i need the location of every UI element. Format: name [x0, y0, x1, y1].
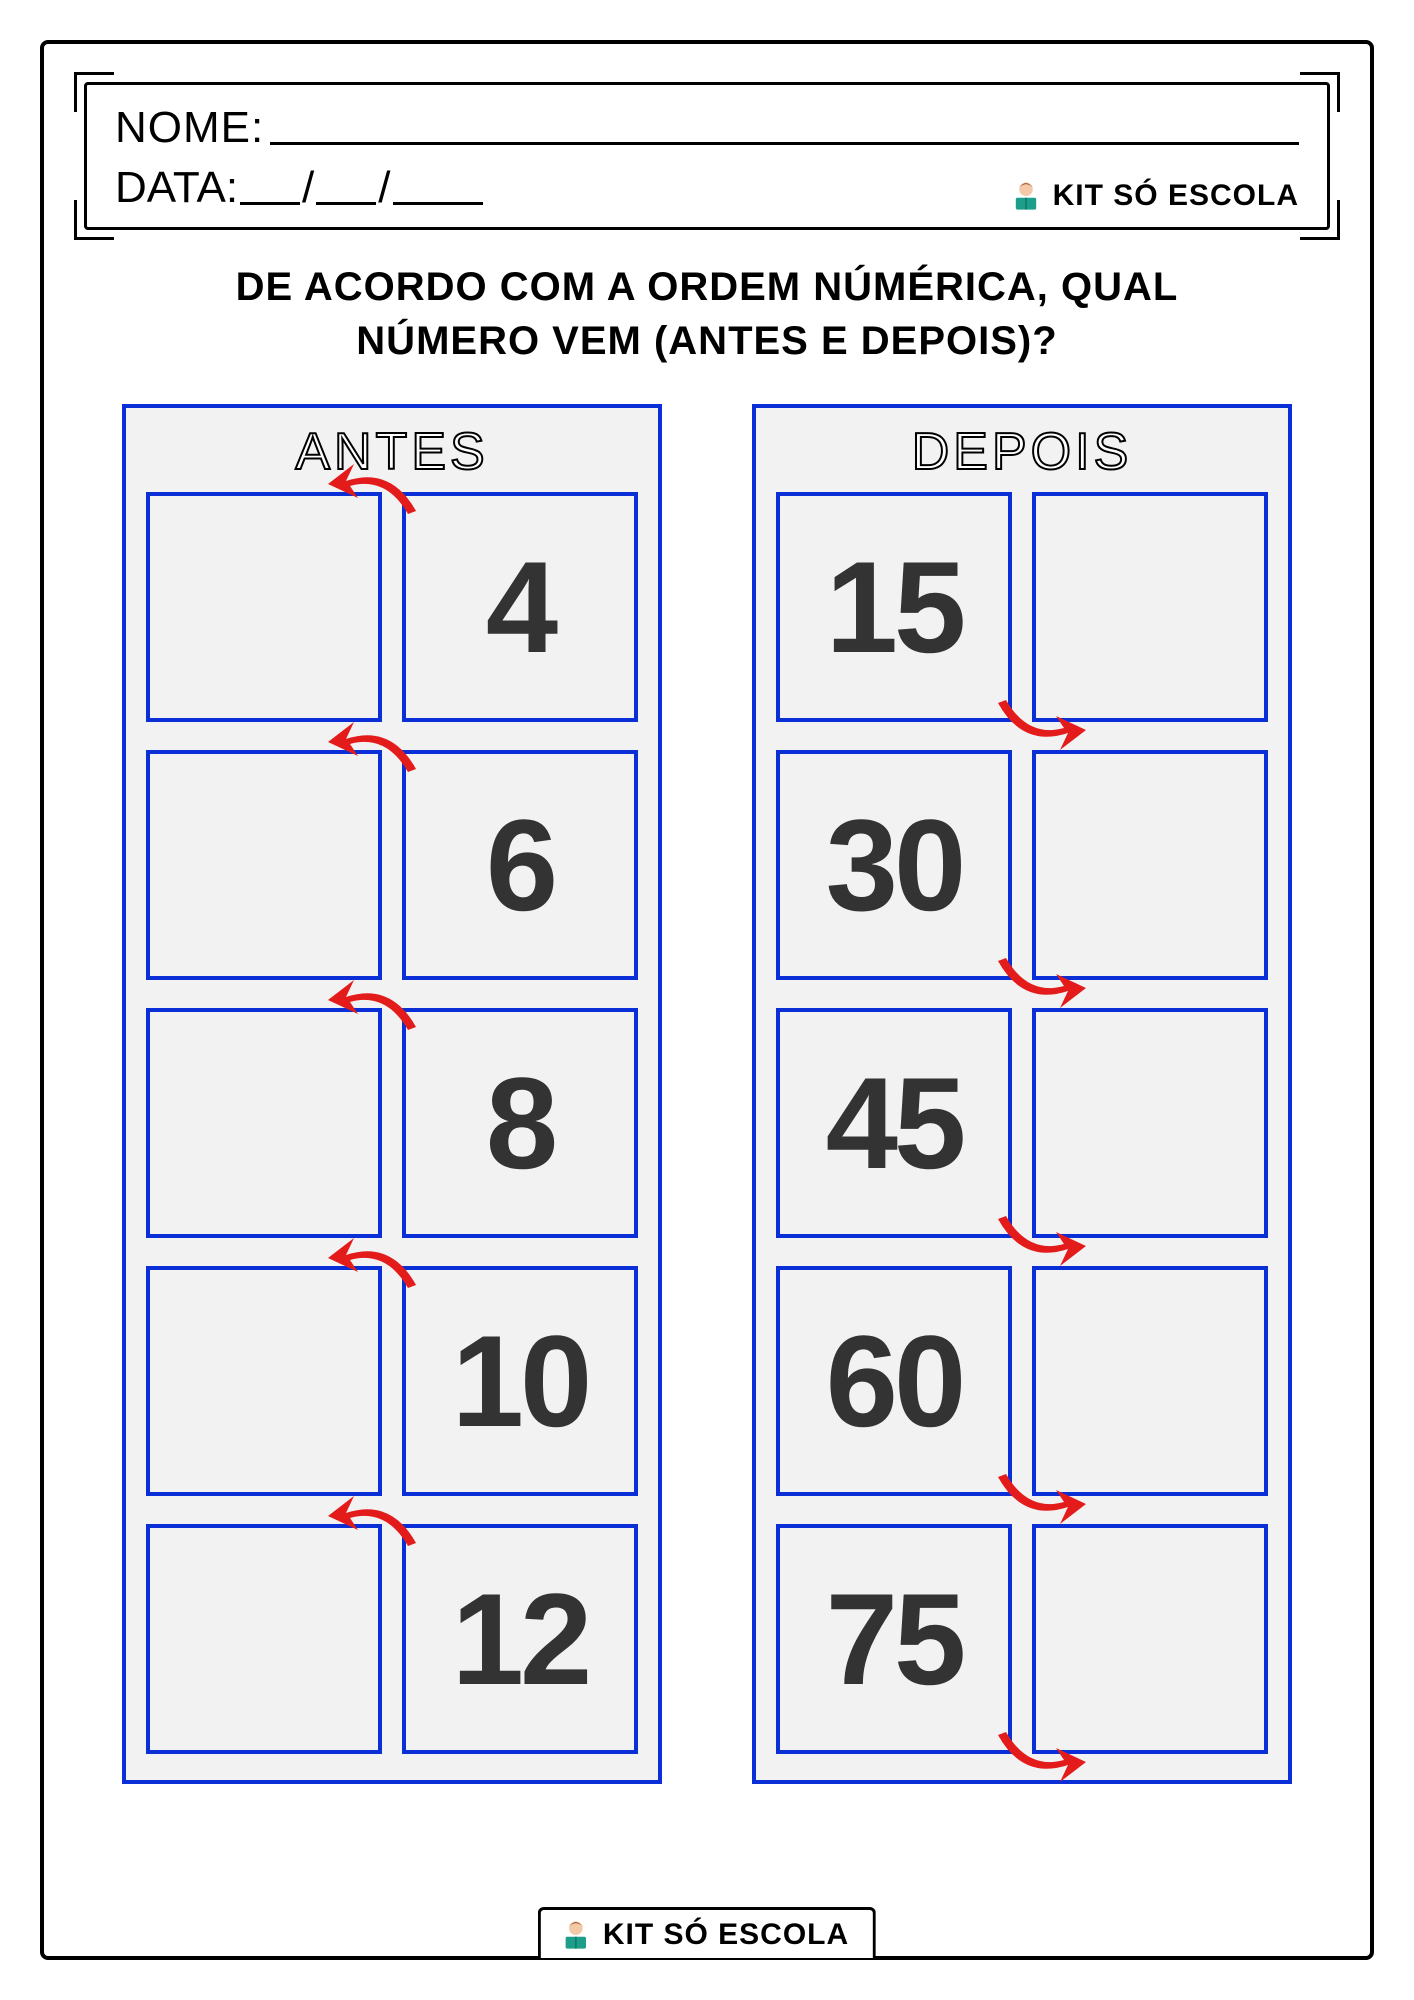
cell-number: 4: [486, 532, 554, 682]
brand-text: KIT SÓ ESCOLA: [1053, 179, 1299, 213]
cell-number: 12: [452, 1564, 589, 1714]
cells-antes: 4 6: [146, 492, 638, 1754]
cell-row: 12: [146, 1524, 638, 1754]
cells-depois: 15 30: [776, 492, 1268, 1754]
cell-number: 8: [486, 1048, 554, 1198]
mascot-icon: [1009, 179, 1043, 213]
header-box-wrap: NOME: DATA: / /: [84, 82, 1330, 230]
instruction-line2: NÚMERO VEM (ANTES E DEPOIS)?: [356, 319, 1057, 363]
cell-row: 60: [776, 1266, 1268, 1496]
given-cell: 12: [402, 1524, 638, 1754]
column-depois: DEPOIS 15 30: [752, 404, 1292, 1784]
cell-number: 45: [826, 1048, 963, 1198]
given-cell: 45: [776, 1008, 1012, 1238]
given-cell: 15: [776, 492, 1012, 722]
instruction-text: DE ACORDO COM A ORDEM NÚMÉRICA, QUAL NÚM…: [157, 260, 1257, 368]
cell-number: 75: [826, 1564, 963, 1714]
answer-cell[interactable]: [146, 1524, 382, 1754]
cell-number: 30: [826, 790, 963, 940]
cell-row: 4: [146, 492, 638, 722]
cell-row: 10: [146, 1266, 638, 1496]
cell-row: 75: [776, 1524, 1268, 1754]
instruction-line1: DE ACORDO COM A ORDEM NÚMÉRICA, QUAL: [236, 265, 1179, 309]
answer-cell[interactable]: [146, 1266, 382, 1496]
arrow-right-icon: [978, 688, 1088, 758]
date-label: DATA:: [115, 163, 238, 213]
given-cell: 60: [776, 1266, 1012, 1496]
column-title-depois: DEPOIS: [776, 422, 1268, 482]
cell-row: 30: [776, 750, 1268, 980]
answer-cell[interactable]: [146, 492, 382, 722]
outer-frame: NOME: DATA: / /: [40, 40, 1374, 1960]
answer-cell[interactable]: [146, 1008, 382, 1238]
date-input-line[interactable]: [240, 202, 300, 205]
brand-header: KIT SÓ ESCOLA: [1009, 179, 1299, 213]
cell-number: 6: [486, 790, 554, 940]
arrow-left-icon: [326, 972, 436, 1042]
arrow-right-icon: [978, 1462, 1088, 1532]
date-separator: /: [302, 163, 314, 213]
arrow-left-icon: [326, 1488, 436, 1558]
cell-row: 45: [776, 1008, 1268, 1238]
given-cell: 75: [776, 1524, 1012, 1754]
arrow-right-icon: [978, 946, 1088, 1016]
date-input-line[interactable]: [316, 202, 376, 205]
arrow-left-icon: [326, 1230, 436, 1300]
given-cell: 6: [402, 750, 638, 980]
arrow-right-icon: [978, 1720, 1088, 1790]
arrow-left-icon: [326, 456, 436, 526]
cell-number: 60: [826, 1306, 963, 1456]
date-field: DATA: / /: [115, 163, 485, 213]
cell-row: 15: [776, 492, 1268, 722]
column-antes: ANTES 4: [122, 404, 662, 1784]
brand-text: KIT SÓ ESCOLA: [603, 1918, 849, 1952]
given-cell: 4: [402, 492, 638, 722]
date-separator: /: [378, 163, 390, 213]
given-cell: 10: [402, 1266, 638, 1496]
worksheet-page: NOME: DATA: / /: [0, 0, 1414, 2000]
name-label: NOME:: [115, 103, 264, 153]
given-cell: 8: [402, 1008, 638, 1238]
name-input-line[interactable]: [270, 142, 1299, 145]
arrow-left-icon: [326, 714, 436, 784]
cell-row: 8: [146, 1008, 638, 1238]
given-cell: 30: [776, 750, 1012, 980]
name-line: NOME:: [115, 103, 1299, 153]
answer-cell[interactable]: [146, 750, 382, 980]
date-input-line[interactable]: [393, 202, 483, 205]
header-box: NOME: DATA: / /: [84, 82, 1330, 230]
brand-footer: KIT SÓ ESCOLA: [538, 1907, 876, 1958]
cell-row: 6: [146, 750, 638, 980]
mascot-icon: [559, 1918, 593, 1952]
columns-container: ANTES 4: [84, 404, 1330, 1784]
arrow-right-icon: [978, 1204, 1088, 1274]
cell-number: 10: [452, 1306, 589, 1456]
date-row: DATA: / / KIT SÓ: [115, 163, 1299, 213]
cell-number: 15: [826, 532, 963, 682]
